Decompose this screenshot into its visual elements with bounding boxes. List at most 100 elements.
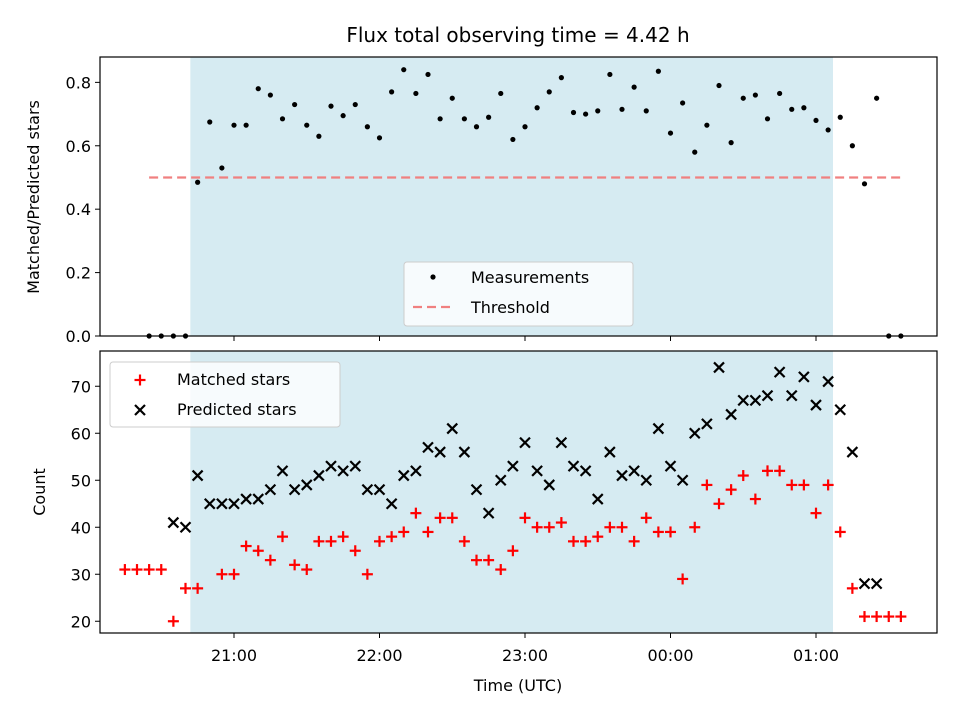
predicted-star-point bbox=[519, 436, 531, 449]
measurement-point bbox=[595, 108, 601, 114]
predicted-star-point bbox=[422, 441, 434, 454]
measurement-point bbox=[425, 71, 431, 78]
bottom-y-tick-label: 20 bbox=[71, 612, 91, 631]
predicted-star-point bbox=[858, 577, 871, 590]
predicted-star-point bbox=[361, 483, 374, 496]
matched-star-point bbox=[240, 540, 252, 552]
measurement-point bbox=[267, 92, 273, 98]
matched-star-point bbox=[616, 521, 628, 533]
predicted-star-point bbox=[652, 422, 665, 435]
predicted-star-point bbox=[264, 483, 277, 496]
predicted-star-point bbox=[604, 446, 616, 458]
measurement-point bbox=[655, 68, 661, 74]
predicted-star-point bbox=[567, 460, 580, 472]
measurement-point bbox=[279, 116, 286, 122]
legend-predicted-label: Predicted stars bbox=[177, 400, 297, 419]
x-tick-label: 22:00 bbox=[356, 646, 402, 665]
matched-star-point bbox=[652, 526, 664, 538]
measurement-point bbox=[789, 106, 795, 112]
measurement-point bbox=[522, 124, 528, 130]
measurement-point bbox=[255, 86, 261, 92]
top-measurement-points bbox=[146, 67, 904, 339]
measurement-point bbox=[231, 122, 237, 128]
predicted-star-point bbox=[870, 577, 883, 590]
measurement-point bbox=[207, 119, 213, 125]
matched-star-point bbox=[762, 465, 773, 477]
matched-star-point bbox=[689, 521, 701, 533]
predicted-star-point bbox=[300, 479, 313, 491]
bottom-y-tick-label: 50 bbox=[71, 471, 91, 490]
predicted-star-point bbox=[385, 497, 398, 510]
top-y-tick-label: 0.0 bbox=[66, 327, 91, 346]
matched-star-point bbox=[737, 470, 749, 482]
predicted-star-point bbox=[822, 375, 834, 388]
predicted-star-point bbox=[179, 521, 192, 534]
measurement-point bbox=[364, 124, 370, 130]
legend-threshold-label: Threshold bbox=[470, 298, 550, 317]
matched-star-point bbox=[228, 568, 240, 580]
matched-star-point bbox=[555, 517, 567, 529]
measurement-point bbox=[777, 90, 783, 97]
predicted-star-point bbox=[628, 465, 640, 477]
measurement-point bbox=[389, 89, 395, 95]
predicted-star-point bbox=[434, 446, 446, 458]
bottom-x-axis-ticks: 21:00 22:00 23:00 00:00 01:00 bbox=[211, 633, 839, 665]
measurement-point bbox=[558, 75, 564, 81]
matched-star-point bbox=[677, 573, 689, 585]
matched-star-point bbox=[386, 531, 398, 543]
matched-star-point bbox=[834, 526, 846, 538]
top-y-axis-ticks: 0.0 0.2 0.4 0.6 0.8 bbox=[66, 73, 100, 346]
predicted-star-point bbox=[167, 516, 180, 529]
predicted-star-point bbox=[494, 474, 507, 487]
matched-stars-points bbox=[119, 465, 907, 627]
x-tick-label: 23:00 bbox=[502, 646, 548, 665]
measurement-point bbox=[813, 117, 819, 124]
legend-predicted-marker bbox=[134, 404, 146, 416]
predicted-star-point bbox=[834, 403, 847, 416]
predicted-star-point bbox=[579, 465, 592, 477]
measurement-point bbox=[704, 122, 710, 128]
matched-star-point bbox=[883, 611, 895, 623]
bottom-axes-frame bbox=[99, 350, 938, 634]
matched-star-point bbox=[531, 521, 543, 533]
measurement-point bbox=[534, 105, 540, 111]
predicted-star-point bbox=[470, 483, 483, 496]
predicted-star-point bbox=[773, 366, 786, 378]
measurement-point bbox=[498, 90, 504, 97]
top-y-tick-label: 0.4 bbox=[66, 200, 91, 219]
predicted-star-point bbox=[737, 394, 750, 407]
matched-star-point bbox=[167, 615, 179, 627]
bottom-legend: Matched stars Predicted stars bbox=[109, 361, 341, 428]
top-y-tick-label: 0.6 bbox=[66, 137, 91, 156]
predicted-star-point bbox=[713, 361, 725, 374]
predicted-star-point bbox=[240, 493, 252, 505]
predicted-stars-points bbox=[167, 361, 883, 590]
measurement-point bbox=[401, 67, 407, 73]
matched-star-point bbox=[471, 554, 482, 566]
measurement-point bbox=[643, 108, 649, 114]
matched-star-point bbox=[131, 564, 143, 576]
top-x-axis-ticks bbox=[233, 336, 817, 341]
predicted-star-point bbox=[725, 408, 737, 421]
measurement-point bbox=[631, 84, 637, 90]
chart-title: Flux total observing time = 4.42 h bbox=[346, 23, 689, 47]
legend-matched-label: Matched stars bbox=[177, 370, 290, 389]
matched-star-point bbox=[859, 611, 870, 623]
predicted-star-point bbox=[676, 474, 689, 487]
measurement-point bbox=[607, 71, 613, 78]
predicted-star-point bbox=[761, 389, 774, 402]
bottom-y-tick-label: 40 bbox=[71, 518, 91, 537]
matched-star-point bbox=[301, 564, 313, 576]
matched-star-point bbox=[519, 512, 531, 524]
matched-star-point bbox=[871, 611, 883, 623]
matched-star-point bbox=[483, 554, 495, 566]
matched-star-point bbox=[289, 559, 301, 571]
predicted-star-point bbox=[349, 460, 362, 472]
bottom-y-tick-label: 30 bbox=[71, 565, 91, 584]
predicted-star-point bbox=[373, 483, 386, 496]
measurement-point bbox=[716, 82, 722, 89]
predicted-star-point bbox=[410, 465, 422, 477]
legend-measurements-marker bbox=[430, 274, 436, 280]
measurement-point bbox=[352, 101, 358, 108]
measurement-point bbox=[667, 130, 674, 136]
